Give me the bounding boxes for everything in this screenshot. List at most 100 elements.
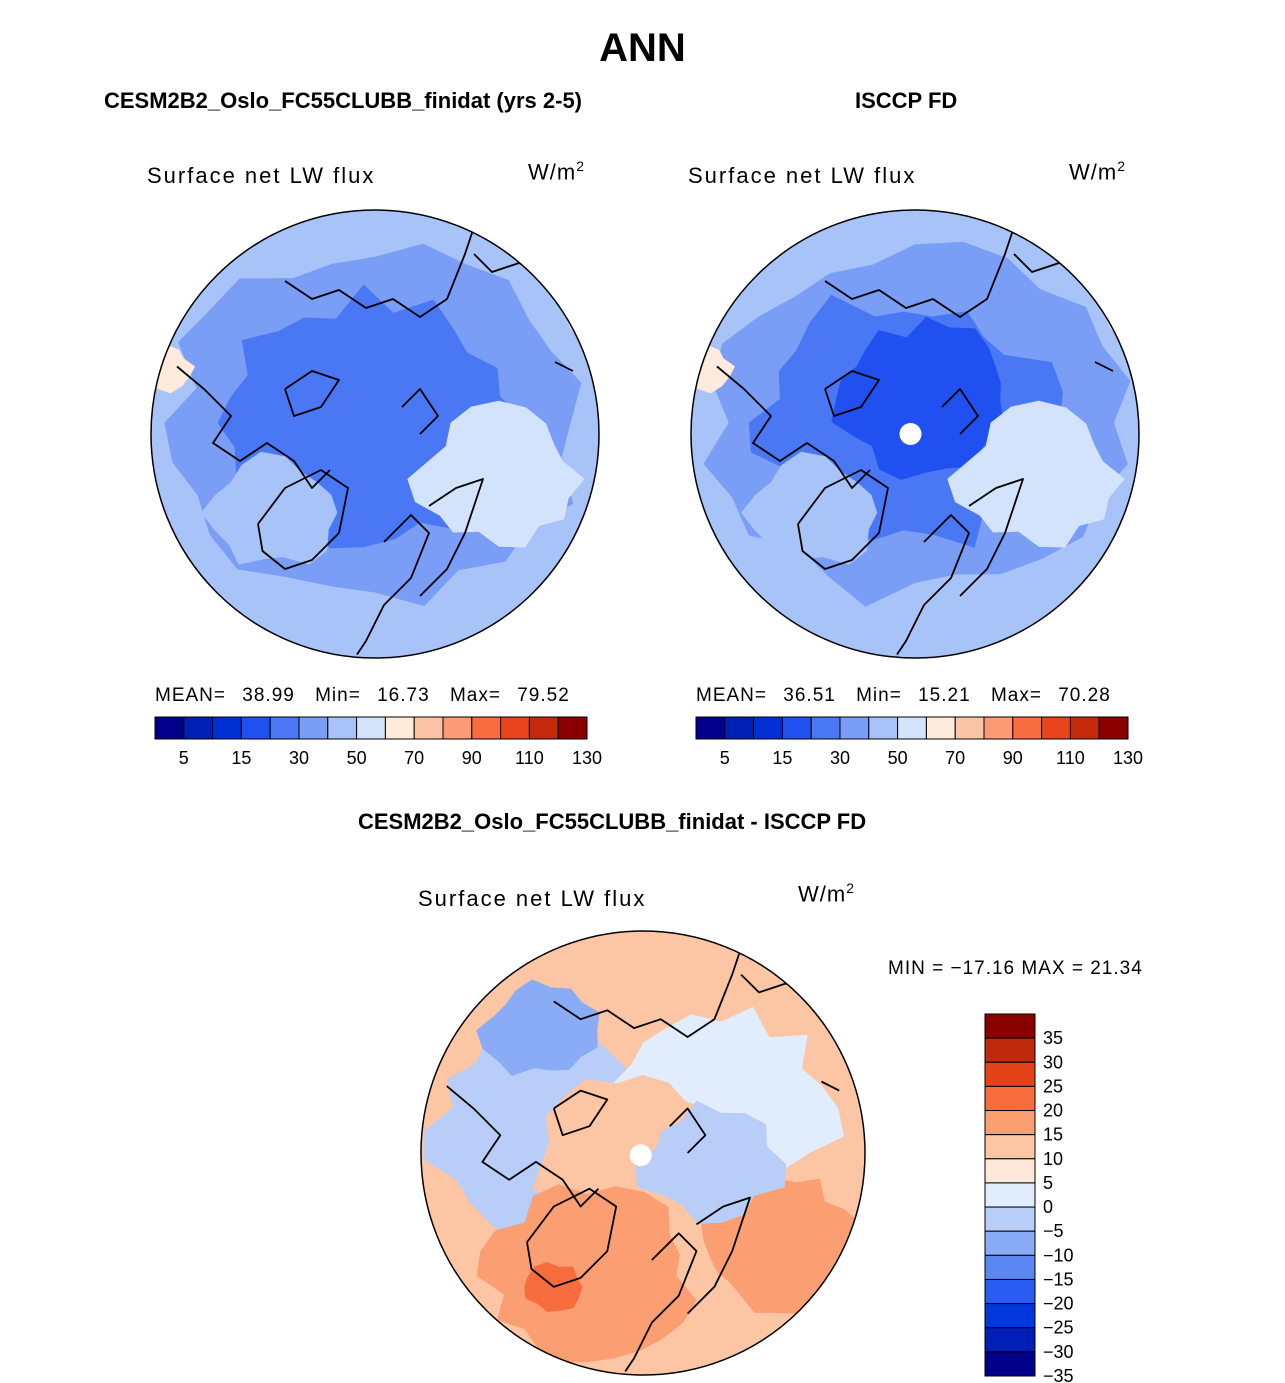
coastline <box>401 388 439 435</box>
colorbar-tick-label: 130 <box>1113 748 1143 768</box>
colorbar-swatch <box>954 716 985 740</box>
colorbar-swatch <box>984 1013 1036 1039</box>
colorbar-swatch <box>413 716 444 740</box>
colorbar-swatch <box>1069 716 1100 740</box>
model-colorbar: 5 15 30 50 70 90 110 130 <box>154 716 602 768</box>
field-contour <box>476 979 600 1076</box>
coastline <box>797 469 889 570</box>
model-polar-map <box>150 209 600 659</box>
colorbar-swatch <box>781 716 812 740</box>
colorbar-tick-label: −25 <box>1043 1318 1074 1338</box>
colorbar-tick-label: 50 <box>347 748 367 768</box>
coastline <box>959 478 1024 597</box>
coastline <box>624 1232 698 1373</box>
colorbar-tick-label: 30 <box>289 748 309 768</box>
colorbar-swatch <box>984 1110 1036 1136</box>
colorbar-swatch <box>212 716 242 740</box>
colorbar-tick-label: −5 <box>1043 1221 1064 1241</box>
field-contour <box>407 400 585 548</box>
field-contour <box>302 330 474 477</box>
coastline <box>356 514 430 655</box>
field-contour <box>151 345 196 394</box>
colorbar-tick-label: −20 <box>1043 1294 1074 1314</box>
diff-variable-label: Surface net LW flux <box>418 886 647 911</box>
colorbar-swatch <box>442 716 473 740</box>
obs-polar-map <box>690 209 1140 659</box>
obs-colorbar: 5 15 30 50 70 90 110 130 <box>695 716 1143 768</box>
colorbar-swatch <box>983 716 1014 740</box>
colorbar-tick-label: 15 <box>231 748 251 768</box>
coastline <box>552 1089 609 1137</box>
colorbar-swatch <box>984 1351 1036 1377</box>
colorbar-tick-label: 0 <box>1043 1197 1053 1217</box>
coastline <box>941 388 979 435</box>
obs-units: W/m2 <box>1069 158 1126 185</box>
coastline <box>896 514 970 655</box>
diff-colorbar: 35 30 25 20 15 10 5 0 −5 −10 −15 −20 −25 −30 −35 <box>984 1013 1074 1383</box>
map-boundary <box>690 209 1140 659</box>
diff-minmax: MIN = −17.16 MAX = 21.34 <box>888 958 1143 979</box>
model-units: W/m2 <box>528 158 585 185</box>
colorbar-swatch <box>1098 716 1129 740</box>
colorbar-swatch <box>984 1085 1036 1112</box>
figure-title: ANN <box>599 26 686 70</box>
missing-data-pole <box>899 423 922 445</box>
colorbar-swatch <box>925 716 956 740</box>
model-variable-label: Surface net LW flux <box>147 163 376 188</box>
colorbar-swatch <box>897 716 927 740</box>
map-boundary <box>150 209 600 659</box>
colorbar-tick-label: 30 <box>830 748 850 768</box>
coastline <box>419 478 484 597</box>
colorbar-tick-label: 15 <box>772 748 792 768</box>
colorbar-tick-label: −10 <box>1043 1245 1074 1265</box>
colorbar-tick-label: 70 <box>404 748 424 768</box>
coastline <box>1094 361 1114 372</box>
colorbar-swatch <box>1012 716 1043 740</box>
colorbar-tick-label: 130 <box>572 748 602 768</box>
diff-panel-title: CESM2B2_Oslo_FC55CLUBB_finidat - ISCCP F… <box>358 809 867 834</box>
colorbar-swatch <box>327 716 358 740</box>
colorbar-tick-label: 90 <box>462 748 482 768</box>
coastline <box>284 226 475 318</box>
missing-data-pole <box>629 1144 652 1167</box>
colorbar-tick-label: −35 <box>1043 1366 1074 1383</box>
colorbar-swatch <box>839 716 870 740</box>
coastline <box>824 226 1015 318</box>
colorbar-swatch <box>984 1278 1036 1305</box>
colorbar-swatch <box>984 1037 1036 1063</box>
colorbar-swatch <box>753 716 783 740</box>
model-stats: MEAN= 38.99 Min= 16.73 Max= 79.52 <box>155 685 570 706</box>
colorbar-swatch <box>984 1327 1036 1353</box>
obs-variable-label: Surface net LW flux <box>688 163 917 188</box>
coastline <box>554 361 574 372</box>
colorbar-swatch <box>984 1134 1036 1160</box>
colorbar-tick-label: 5 <box>720 748 730 768</box>
diff-units: W/m2 <box>798 880 855 907</box>
coastline <box>284 370 340 417</box>
field-contour <box>635 1100 787 1224</box>
colorbar-swatch <box>984 1182 1036 1208</box>
colorbar-swatch <box>868 716 899 740</box>
colorbar-tick-label: 110 <box>1056 748 1085 768</box>
colorbar-swatch <box>984 1303 1036 1329</box>
field-contour <box>831 316 1003 480</box>
coastline <box>446 1085 600 1208</box>
colorbar-swatch <box>557 716 588 740</box>
coastline <box>553 947 742 1038</box>
colorbar-tick-label: 10 <box>1043 1149 1063 1169</box>
colorbar-swatch <box>528 716 559 740</box>
coastline <box>686 1196 751 1315</box>
colorbar-swatch <box>183 716 214 740</box>
coastline <box>176 365 331 489</box>
colorbar-tick-label: 90 <box>1003 748 1023 768</box>
colorbar-swatch <box>384 716 415 740</box>
colorbar-tick-label: 15 <box>1043 1125 1063 1145</box>
colorbar-swatch <box>984 1158 1036 1184</box>
colorbar-swatch <box>810 716 841 740</box>
coastline <box>257 469 349 570</box>
colorbar-swatch <box>984 1206 1036 1232</box>
colorbar-swatch <box>471 716 502 740</box>
colorbar-tick-label: 70 <box>945 748 965 768</box>
colorbar-swatch <box>724 716 755 740</box>
coastline <box>820 1080 840 1092</box>
